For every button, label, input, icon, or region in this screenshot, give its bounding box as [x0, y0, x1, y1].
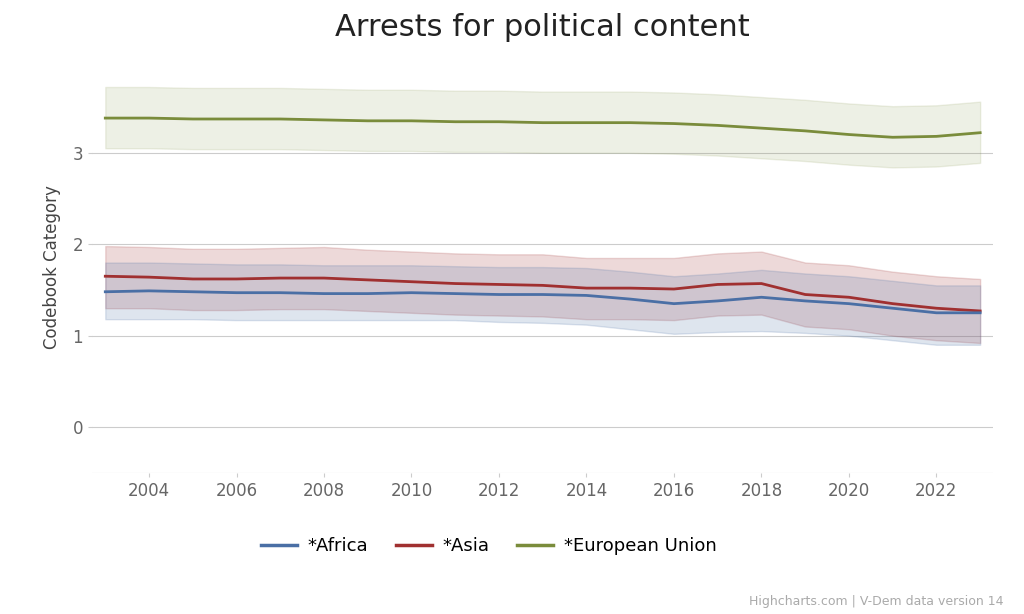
Legend: *Africa, *Asia, *European Union: *Africa, *Asia, *European Union — [254, 530, 724, 562]
Title: Arrests for political content: Arrests for political content — [335, 14, 751, 42]
Text: Highcharts.com | V-Dem data version 14: Highcharts.com | V-Dem data version 14 — [749, 595, 1004, 608]
Y-axis label: Codebook Category: Codebook Category — [43, 185, 61, 349]
